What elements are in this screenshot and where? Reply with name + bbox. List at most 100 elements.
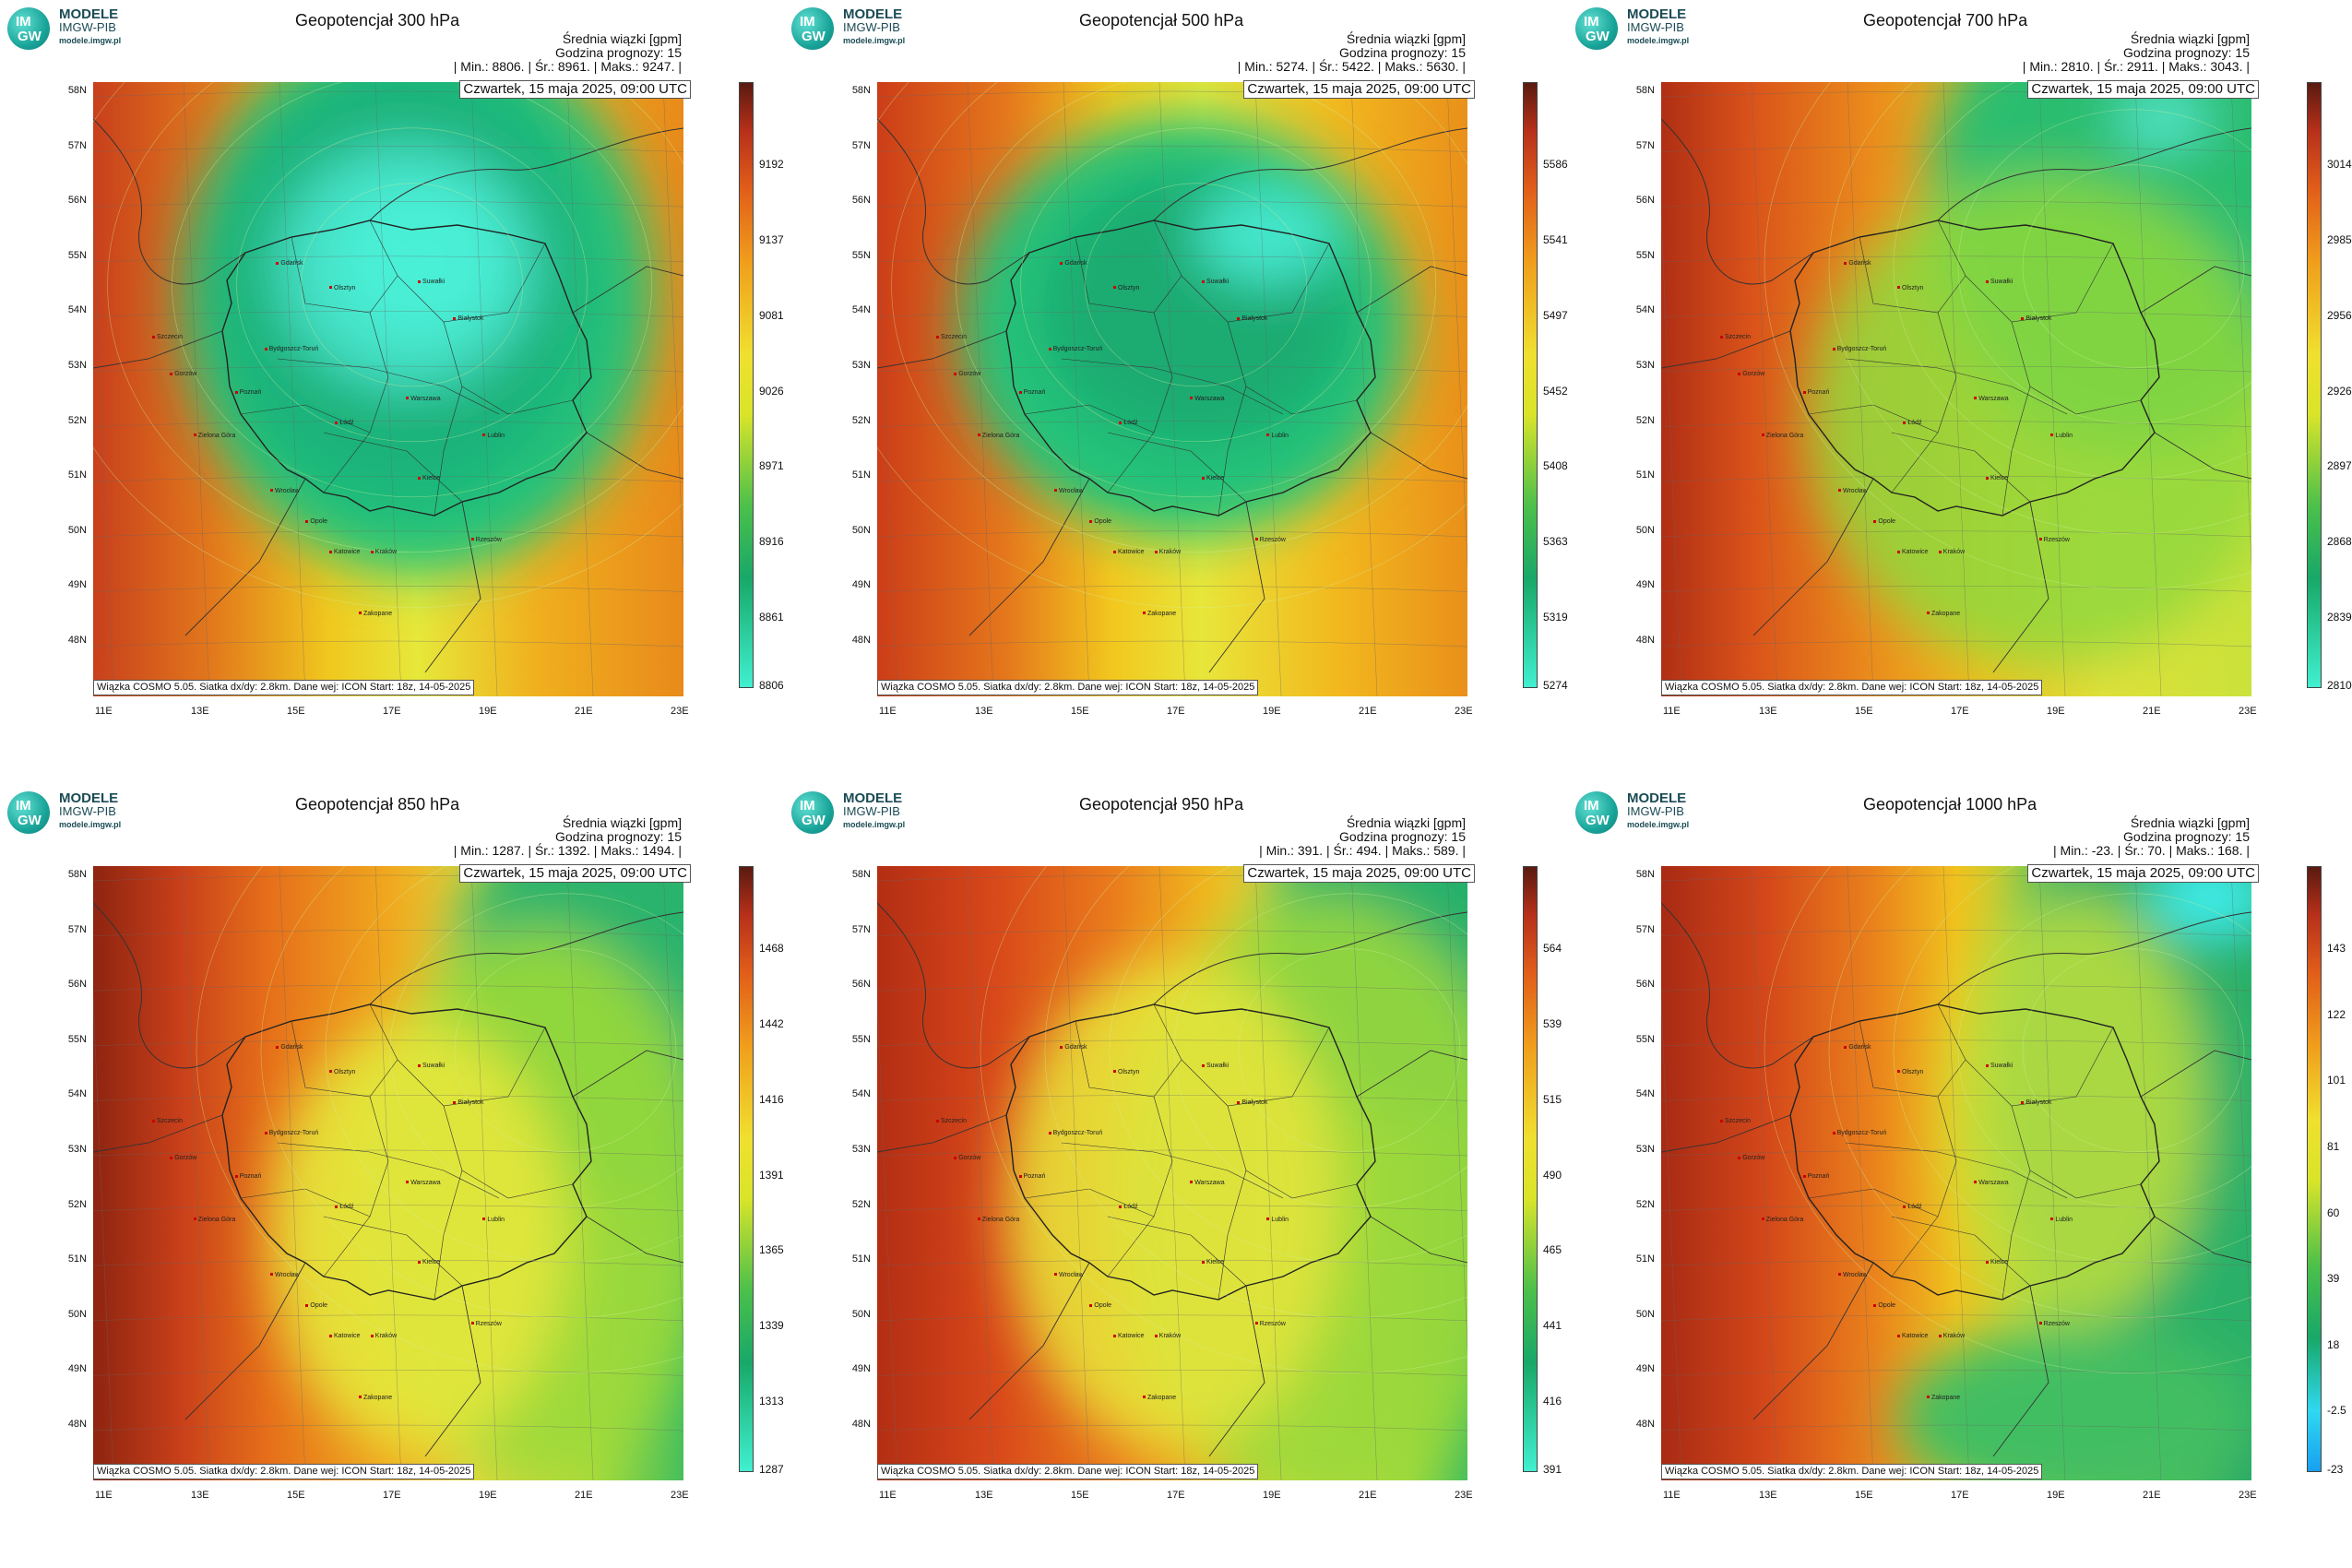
city-label: Wrocław	[1838, 1272, 1868, 1278]
contour-line	[956, 82, 1436, 498]
city-label: Suwałki	[418, 1063, 445, 1069]
latitude-label: 57N	[1635, 923, 1655, 935]
colorbar-label: 2810	[2327, 679, 2352, 692]
latitude-label: 54N	[1635, 1088, 1655, 1100]
longitude-label: 13E	[975, 1490, 993, 1501]
city-label: Lublin	[2050, 1217, 2073, 1223]
colorbar-label: 441	[1543, 1319, 1562, 1333]
panel-title: Geopotencjał 500 hPa	[1079, 11, 1244, 30]
city-label: Bydgoszcz-Toruń	[1833, 1130, 1887, 1136]
coastline	[1661, 118, 1814, 285]
city-label: Gdańsk	[1844, 260, 1871, 267]
latitude-line	[93, 984, 683, 992]
city-label: Łódź	[335, 1204, 353, 1210]
panel-title: Geopotencjał 300 hPa	[295, 11, 460, 30]
city-label: Opole	[1089, 1302, 1111, 1309]
latitude-line	[93, 1149, 683, 1157]
geopotential-map: Gdańsk Olsztyn Suwałki Białystok Szczecin Gor…	[1661, 82, 2251, 696]
voivodeship-border	[1845, 358, 2068, 415]
city-label: Bydgoszcz-Toruń	[1833, 346, 1887, 352]
city-label: Lublin	[2050, 433, 2073, 439]
forecast-hour: Godzina prognozy: 15	[555, 45, 682, 60]
latitude-line	[93, 1370, 683, 1376]
colorbar-label: 1391	[759, 1168, 784, 1182]
city-label: Kraków	[1155, 1333, 1181, 1339]
stats-label: Średnia wiązki [gpm]	[1346, 815, 1466, 830]
model-credit: Wiązka COSMO 5.05. Siatka dx/dy: 2.8km. …	[93, 680, 475, 695]
city-label: Szczecin	[152, 334, 183, 340]
valid-date: Czwartek, 15 maja 2025, 09:00 UTC	[459, 80, 691, 99]
city-label: Opole	[1089, 518, 1111, 525]
contour-line	[1109, 866, 1467, 1264]
contour-line	[980, 866, 1467, 1373]
longitude-line	[1751, 866, 1778, 1480]
city-label: Łódź	[335, 420, 353, 426]
city-label: Zakopane	[359, 1395, 392, 1401]
stats-block: Średnia wiązki [gpm] Godzina prognozy: 15…	[2023, 32, 2250, 74]
latitude-label: 52N	[1635, 1198, 1655, 1210]
logo-line1: MODELE	[59, 790, 119, 806]
contour-line	[1828, 866, 2251, 1319]
city-label: Gorzów	[170, 1155, 196, 1161]
latitude-label: 57N	[67, 923, 87, 935]
latitude-line	[1661, 1039, 2251, 1047]
longitude-line	[967, 866, 994, 1480]
latitude-line	[93, 530, 683, 538]
city-label: Kielce	[1986, 475, 2008, 481]
contour-line	[1957, 109, 2251, 424]
city-label: Szczecin	[936, 1118, 967, 1124]
latitude-label: 49N	[851, 1363, 871, 1375]
city-label: Białystok	[453, 315, 483, 322]
logo-line1: MODELE	[1627, 790, 1687, 806]
city-label: Kielce	[1202, 1259, 1224, 1265]
contour-line	[325, 866, 683, 1264]
coastline	[877, 902, 1030, 1069]
contour-line	[1238, 948, 1461, 1153]
city-label: Zakopane	[1143, 1395, 1176, 1401]
latitude-label: 57N	[67, 139, 87, 151]
logo-line1: MODELE	[59, 6, 119, 22]
latitude-label: 56N	[67, 979, 87, 991]
longitude-line	[2230, 82, 2251, 571]
latitude-line	[877, 475, 1467, 482]
voivodeship-border	[323, 1216, 463, 1287]
latitude-label: 57N	[851, 923, 871, 935]
latitude-line	[93, 1259, 683, 1266]
city-label: Kielce	[418, 1259, 440, 1265]
latitude-label: 50N	[1635, 1308, 1655, 1320]
coastline	[93, 118, 246, 285]
city-label: Wrocław	[1054, 488, 1084, 494]
logo-mark-top: IM	[1584, 798, 1599, 814]
contour-line	[260, 866, 683, 1319]
stats-values: | Min.: 8806. | Śr.: 8961. | Maks.: 9247…	[453, 59, 682, 74]
valid-date: Czwartek, 15 maja 2025, 09:00 UTC	[2027, 80, 2259, 99]
colorbar	[1523, 866, 1538, 1472]
longitude-label: 17E	[383, 1490, 401, 1501]
city-label: Gorzów	[954, 1155, 980, 1161]
colorbar-label: 18	[2327, 1337, 2340, 1351]
city-label: Suwałki	[418, 279, 445, 285]
longitude-line	[1942, 82, 1970, 696]
latitude-line	[877, 1370, 1467, 1376]
latitude-line	[1661, 530, 2251, 538]
city-label: Zakopane	[1143, 611, 1176, 617]
latitude-line	[1661, 586, 2251, 592]
latitude-label: 48N	[1635, 1419, 1655, 1430]
latitude-line	[1661, 200, 2251, 208]
city-label: Poznań	[1803, 389, 1830, 396]
latitude-label: 52N	[851, 1198, 871, 1210]
city-label: Szczecin	[1720, 1118, 1751, 1124]
stats-label: Średnia wiązki [gpm]	[2130, 31, 2250, 46]
colorbar-label: 515	[1543, 1092, 1562, 1106]
longitude-line	[1446, 866, 1467, 1355]
field-region	[1897, 1326, 2251, 1480]
latitude-label: 53N	[851, 360, 871, 371]
city-label: Poznań	[1019, 389, 1046, 396]
latitude-line	[1661, 255, 2251, 263]
colorbar-label: 9081	[759, 308, 784, 322]
latitude-line	[877, 1039, 1467, 1047]
forecast-panel: IM GW MODELE IMGW-PIB modele.imgw.pl Geopoten…	[784, 0, 1568, 756]
city-label: Wrocław	[1838, 488, 1868, 494]
colorbar-label: 5408	[1543, 459, 1568, 473]
latitude-line	[93, 311, 683, 317]
